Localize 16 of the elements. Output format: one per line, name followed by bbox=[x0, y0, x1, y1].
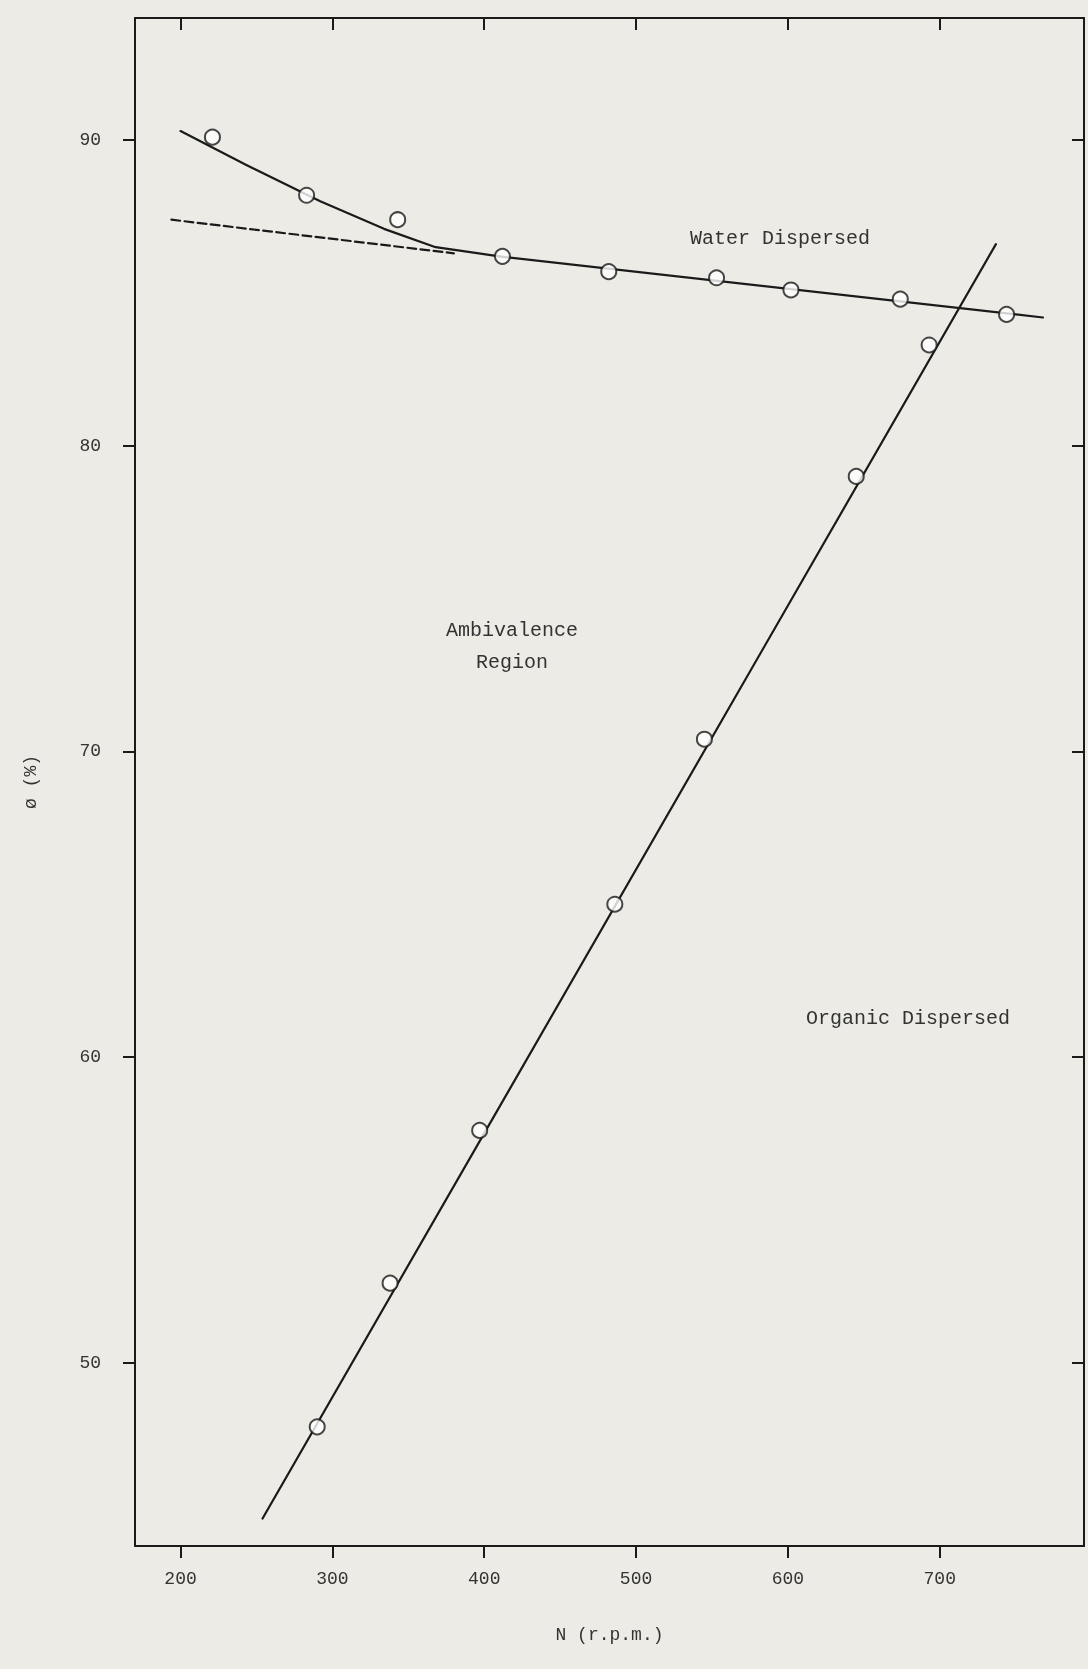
y-tick-label: 50 bbox=[79, 1352, 101, 1373]
y-tick-label: 70 bbox=[79, 741, 101, 762]
y-tick-label: 80 bbox=[79, 435, 101, 456]
annotation: Organic Dispersed bbox=[805, 1006, 1011, 1030]
x-tick-label: 300 bbox=[316, 1569, 349, 1589]
x-axis-title: N (r.p.m.) bbox=[555, 1625, 664, 1645]
x-tick-label: 600 bbox=[771, 1569, 805, 1589]
annotation: Ambivalence Region bbox=[446, 618, 579, 674]
x-tick-label: 200 bbox=[164, 1569, 197, 1589]
x-tick-label: 500 bbox=[619, 1569, 653, 1589]
y-axis-title: ø (%) bbox=[21, 754, 41, 810]
y-tick-label: 90 bbox=[79, 130, 101, 151]
x-tick-label: 400 bbox=[468, 1569, 501, 1589]
y-tick-label: 60 bbox=[79, 1047, 101, 1068]
annotation: Water Dispersed bbox=[690, 226, 871, 250]
x-tick-label: 700 bbox=[923, 1569, 956, 1589]
